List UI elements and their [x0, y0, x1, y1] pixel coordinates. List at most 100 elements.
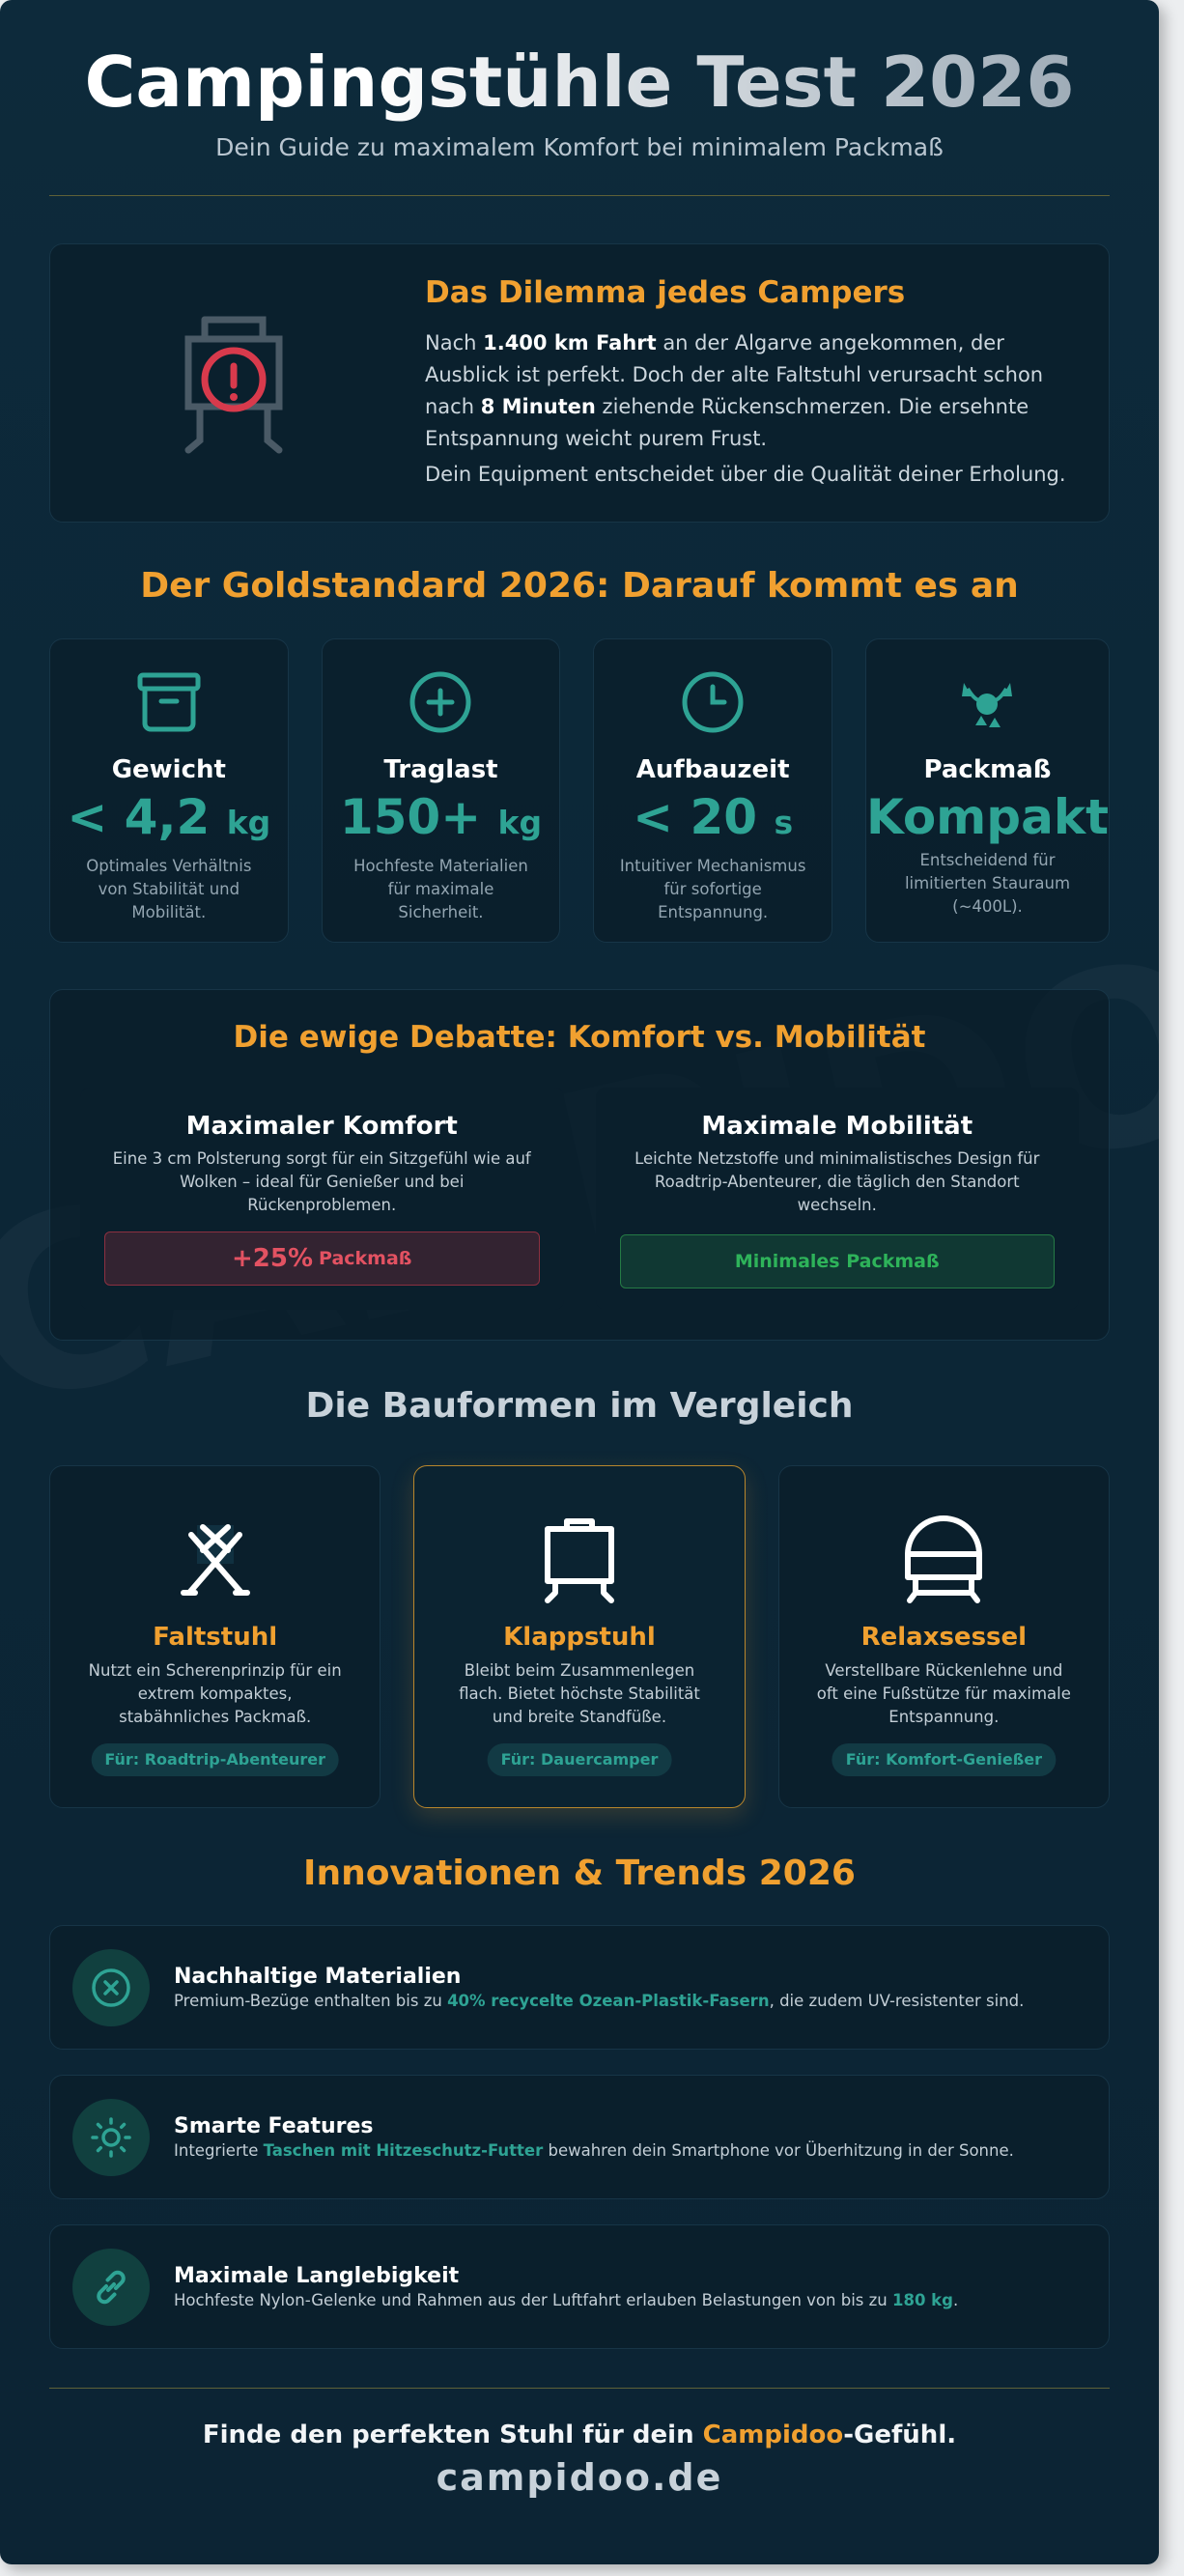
- stat-card: Packmaß Kompakt Entscheidend für limitie…: [864, 638, 1110, 943]
- emphasis: 1.400 km Fahrt: [483, 331, 657, 354]
- badge: +25% Packmaß: [104, 1231, 540, 1286]
- type-text: Bleibt beim Zusammenlegen flach. Bietet …: [459, 1661, 700, 1726]
- stat-description: Entscheidend für limitierten Stauraum (~…: [904, 851, 1071, 916]
- text-part: an der Algarve angekommen, der Ausblick …: [425, 331, 1044, 418]
- emphasis: Taschen mit Hitzeschutz-Futter: [263, 2141, 544, 2160]
- trend-title: Maximale Langlebigkeit: [174, 2264, 460, 2288]
- trends-list: Nachhaltige Materialien Premium-Bezüge e…: [49, 1925, 1110, 2349]
- stat-description: Optimales Verhältnis von Stabilität und …: [86, 857, 252, 921]
- option-card: Maximale Mobilität Leichte Netzstoffe un…: [595, 1088, 1079, 1310]
- subtitle: Dein Guide zu maximalem Komfort bei mini…: [215, 133, 944, 161]
- trend-title: Smarte Features: [174, 2114, 374, 2138]
- trend-card: Smarte Features Integrierte Taschen mit …: [49, 2075, 1110, 2199]
- emphasis: 40% recycelte Ozean-Plastik-Fasern: [447, 1992, 770, 2010]
- broken-chair-icon: [184, 316, 283, 454]
- option-text: Eine 3 cm Polsterung sorgt für ein Sitzg…: [112, 1149, 531, 1214]
- trend-card: Nachhaltige Materialien Premium-Bezüge e…: [49, 1925, 1110, 2050]
- stat-card: Aufbauzeit < 20 s Intuitiver Mechanismus…: [593, 638, 832, 943]
- text-part: bewahren dein Smartphone vor Überhitzung…: [543, 2141, 1014, 2160]
- compress-icon: [962, 683, 1013, 727]
- stat-unit: s: [774, 804, 794, 841]
- option-text: Leichte Netzstoffe und minimalistisches …: [634, 1149, 1040, 1214]
- badge-text: Minimales Packmaß: [734, 1251, 940, 1272]
- stat-card: Traglast 150+ kg Hochfeste Materialien f…: [321, 638, 561, 943]
- debate-heading: Die ewige Debatte: Komfort vs. Mobilität: [233, 1020, 926, 1055]
- content: Campingstühle Test 2026 Dein Guide zu ma…: [49, 39, 1110, 2502]
- armchair-icon: [905, 1515, 983, 1603]
- stat-card: Gewicht < 4,2 kg Optimales Verhältnis vo…: [49, 638, 289, 943]
- stat-label: Packmaß: [923, 755, 1052, 784]
- sun-icon: [91, 2117, 131, 2158]
- story-paragraph: Nach 1.400 km Fahrt an der Algarve angek…: [425, 327, 1066, 455]
- section-heading: Innovationen & Trends 2026: [303, 1854, 856, 1893]
- badge-value: +25%: [232, 1244, 314, 1273]
- text-part: Nach: [425, 331, 484, 354]
- story-conclusion: Dein Equipment entscheidet über die Qual…: [425, 463, 1066, 486]
- stat-description: Intuitiver Mechanismus für sofortige Ent…: [619, 857, 806, 921]
- trend-title: Nachhaltige Materialien: [174, 1965, 462, 1989]
- box-icon: [137, 672, 201, 732]
- title: Campingstühle Test 2026: [49, 39, 1110, 126]
- text-part: .: [952, 2291, 959, 2309]
- emphasis: Campidoo: [702, 2420, 844, 2449]
- stat-label: Gewicht: [111, 755, 226, 784]
- type-card: Faltstuhl Nutzt ein Scherenprinzip für e…: [49, 1465, 381, 1808]
- section-heading: Die Bauformen im Vergleich: [305, 1386, 854, 1426]
- stat-description: Hochfeste Materialien für maximale Siche…: [353, 857, 528, 921]
- type-tag: Für: Roadtrip-Abenteurer: [91, 1743, 339, 1776]
- text-part: ziehende Rückenschmerzen. Die ersehnte E…: [425, 395, 1029, 450]
- trend-text: Hochfeste Nylon-Gelenke und Rahmen aus d…: [174, 2288, 1089, 2313]
- text-part: , die zudem UV-resistenter sind.: [769, 1992, 1025, 2010]
- badge: Minimales Packmaß: [619, 1234, 1055, 1288]
- type-text: Verstellbare Rückenlehne und oft eine Fu…: [816, 1661, 1071, 1726]
- option-card: Maximaler Komfort Eine 3 cm Polsterung s…: [80, 1088, 564, 1310]
- text-part: Hochfeste Nylon-Gelenke und Rahmen aus d…: [174, 2291, 892, 2309]
- stat-unit: kg: [497, 804, 543, 841]
- type-name: Klappstuhl: [503, 1623, 656, 1652]
- stat-value: < 4,2: [67, 789, 211, 845]
- flat-chair-icon: [544, 1518, 614, 1603]
- type-card: Relaxsessel Verstellbare Rückenlehne und…: [777, 1465, 1110, 1808]
- type-tag: Für: Dauercamper: [487, 1743, 672, 1776]
- stats-grid: Gewicht < 4,2 kg Optimales Verhältnis vo…: [49, 638, 1110, 943]
- trend-card: Maximale Langlebigkeit Hochfeste Nylon-G…: [49, 2224, 1110, 2349]
- text-part: Integrierte: [174, 2141, 264, 2160]
- stat-label: Aufbauzeit: [635, 755, 790, 784]
- story-card: Das Dilemma jedes Campers Nach 1.400 km …: [49, 243, 1110, 523]
- stat-label: Traglast: [383, 755, 498, 784]
- recycle-icon: [92, 1968, 130, 2007]
- section-heading: Der Goldstandard 2026: Darauf kommt es a…: [140, 566, 1019, 606]
- type-name: Faltstuhl: [153, 1623, 278, 1652]
- trend-text: Premium-Bezüge enthalten bis zu 40% recy…: [174, 1989, 1089, 2014]
- type-tag: Für: Komfort-Genießer: [832, 1743, 1056, 1776]
- types-grid: Faltstuhl Nutzt ein Scherenprinzip für e…: [49, 1465, 1110, 1808]
- story-heading: Das Dilemma jedes Campers: [425, 275, 906, 310]
- divider: [49, 2388, 1110, 2389]
- footer-domain: campidoo.de: [436, 2456, 723, 2499]
- plus-icon: [409, 671, 471, 733]
- option-title: Maximale Mobilität: [701, 1112, 973, 1141]
- emphasis: 180 kg: [891, 2291, 953, 2309]
- link-icon: [97, 2270, 126, 2305]
- clock-icon: [682, 671, 744, 733]
- text-part: Finde den perfekten Stuhl für dein: [202, 2420, 703, 2449]
- stat-unit: kg: [226, 804, 271, 841]
- text-part: -Gefühl.: [843, 2420, 957, 2449]
- text-part: Premium-Bezüge enthalten bis zu: [174, 1992, 448, 2010]
- footer-tagline: Finde den perfekten Stuhl für dein Campi…: [49, 2419, 1110, 2451]
- debate-card: Die ewige Debatte: Komfort vs. Mobilität…: [49, 989, 1110, 1341]
- type-text: Nutzt ein Scherenprinzip für ein extrem …: [88, 1661, 342, 1726]
- page: CAMPIDOO. Campingstühle Test 2026 Dein G…: [0, 0, 1159, 2564]
- divider: [49, 195, 1110, 196]
- stat-value: Kompakt: [865, 789, 1109, 845]
- type-name: Relaxsessel: [860, 1623, 1028, 1652]
- stat-value: < 20: [633, 789, 758, 845]
- option-title: Maximaler Komfort: [185, 1112, 458, 1141]
- trend-text: Integrierte Taschen mit Hitzeschutz-Futt…: [174, 2138, 1089, 2164]
- type-card: Klappstuhl Bleibt beim Zusammenlegen fla…: [413, 1465, 746, 1808]
- badge-text: Packmaß: [319, 1248, 412, 1269]
- stat-value: 150+: [339, 789, 482, 845]
- emphasis: 8 Minuten: [480, 395, 596, 418]
- folding-chair-icon: [180, 1524, 250, 1596]
